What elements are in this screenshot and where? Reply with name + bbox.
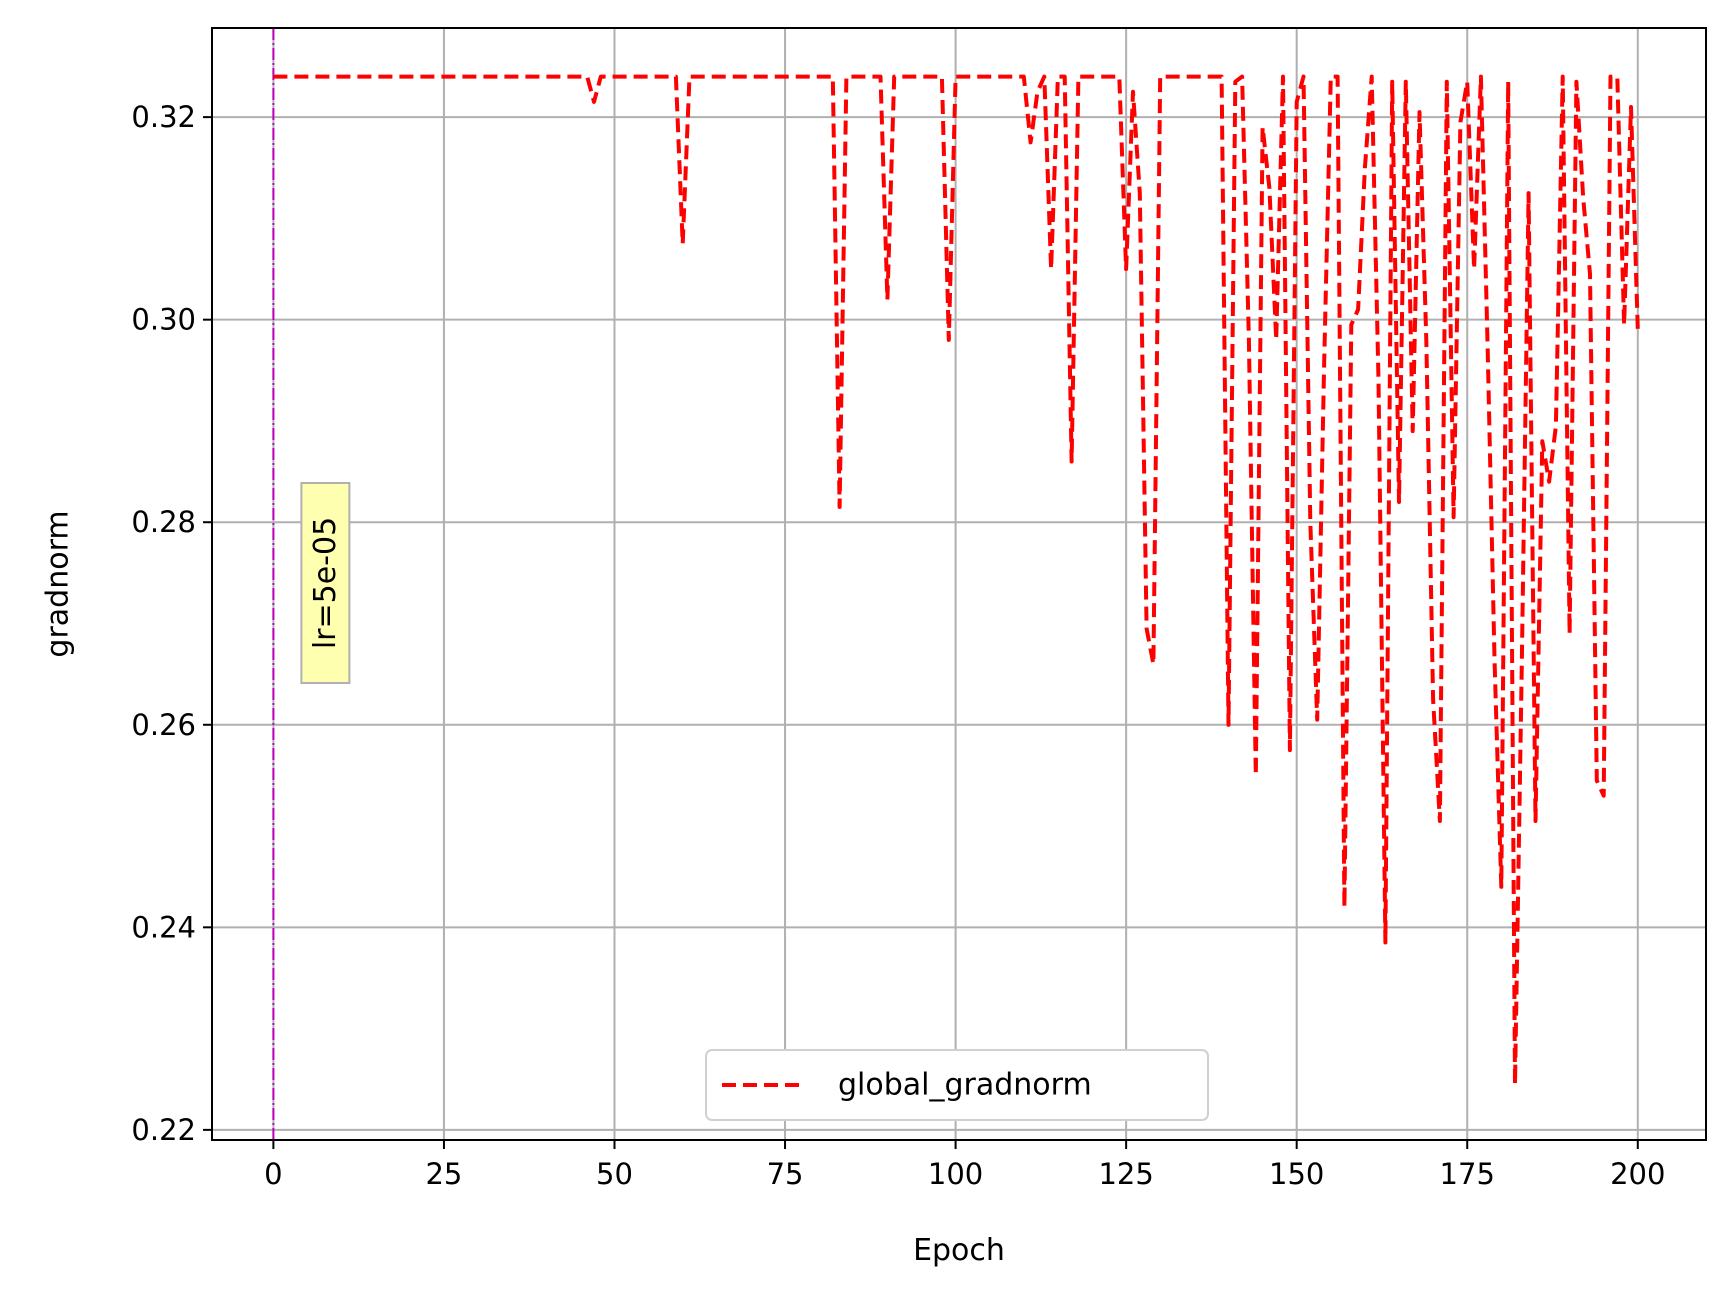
series-lines [273,74,1640,1087]
x-tick-label-8: 200 [1610,1157,1665,1191]
x-tick-label-3: 75 [767,1157,804,1191]
x-tick-label-6: 150 [1269,1157,1324,1191]
y-tick-label-3: 0.28 [131,505,196,539]
y-tick-label-5: 0.32 [131,100,196,134]
x-tick-label-5: 125 [1098,1157,1153,1191]
x-tick-label-0: 0 [264,1157,282,1191]
y-tick-label-2: 0.26 [131,708,196,742]
lr-annotation-text: lr=5e-05 [308,517,343,649]
series-line-0 [273,74,1640,1087]
x-tick-label-2: 50 [596,1157,633,1191]
y-tick-label-4: 0.30 [131,303,196,337]
y-tick-label-0: 0.22 [131,1113,196,1147]
y-axis-ticks: 0.22 0.24 0.26 0.28 0.30 0.32 [131,100,212,1147]
grid-lines [212,28,1706,1140]
x-tick-label-7: 175 [1440,1157,1495,1191]
x-tick-label-1: 25 [425,1157,462,1191]
y-axis-label: gradnorm [41,510,76,657]
legend: global_gradnorm [705,1049,1209,1121]
legend-box [705,1049,1209,1121]
x-axis-ticks: 0 25 50 75 100 125 150 175 200 [264,1140,1665,1191]
x-tick-label-4: 100 [928,1157,983,1191]
x-axis-label: Epoch [913,1233,1005,1268]
lr-annotation: lr=5e-05 [300,481,351,684]
plot-frame [211,27,1707,1141]
lr-annotation-box [300,481,351,684]
y-tick-label-1: 0.24 [131,910,196,944]
legend-label-global-gradnorm: global_gradnorm [838,1068,1092,1103]
